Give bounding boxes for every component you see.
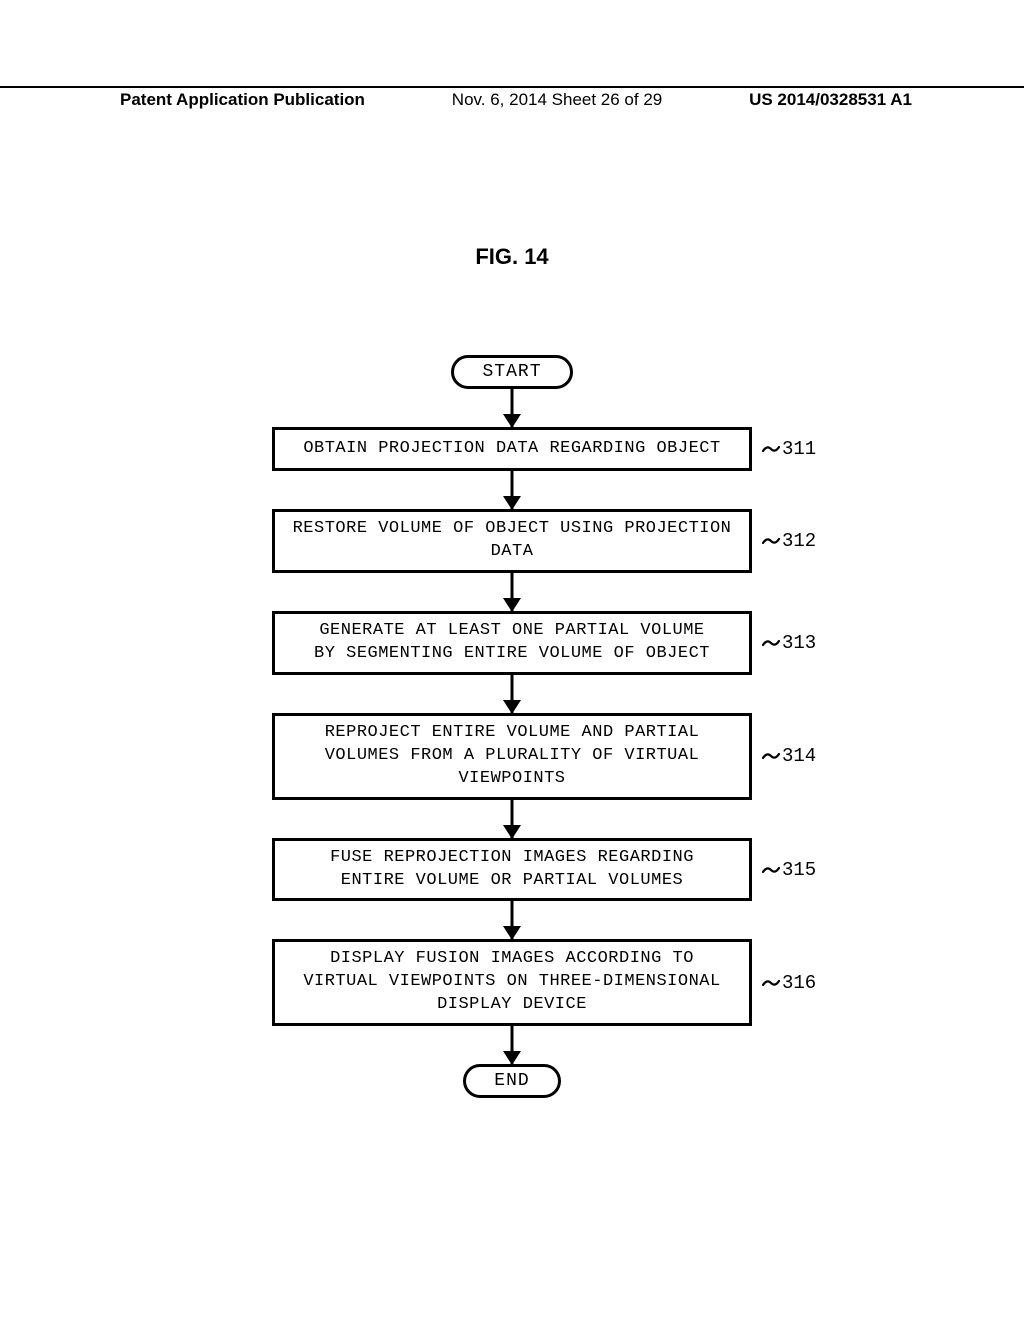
flow-arrow <box>510 471 514 509</box>
tilde-icon <box>762 750 780 762</box>
step-ref-number: 316 <box>782 972 816 994</box>
flow-arrow <box>510 901 514 939</box>
start-terminal: START <box>451 355 572 389</box>
tilde-icon <box>762 977 780 989</box>
process-box: FUSE REPROJECTION IMAGES REGARDINGENTIRE… <box>272 838 752 902</box>
step-ref-number: 315 <box>782 859 816 881</box>
step-row: DISPLAY FUSION IMAGES ACCORDING TOVIRTUA… <box>272 939 752 1026</box>
flow-arrow <box>510 675 514 713</box>
process-box: GENERATE AT LEAST ONE PARTIAL VOLUMEBY S… <box>272 611 752 675</box>
tilde-icon <box>762 443 780 455</box>
step-ref-number: 314 <box>782 745 816 767</box>
flow-arrow <box>510 1026 514 1064</box>
step-ref: 311 <box>762 438 816 460</box>
step-ref: 316 <box>762 972 816 994</box>
step-row: RESTORE VOLUME OF OBJECT USING PROJECTIO… <box>272 509 752 573</box>
page: Patent Application Publication Nov. 6, 2… <box>0 0 1024 1320</box>
step-ref: 313 <box>762 632 816 654</box>
figure-label: FIG. 14 <box>0 244 1024 270</box>
step-ref-number: 313 <box>782 632 816 654</box>
tilde-icon <box>762 535 780 547</box>
process-box: OBTAIN PROJECTION DATA REGARDING OBJECT <box>272 427 752 471</box>
header-row: Patent Application Publication Nov. 6, 2… <box>0 88 1024 110</box>
flowchart: START OBTAIN PROJECTION DATA REGARDING OB… <box>0 355 1024 1098</box>
process-box: DISPLAY FUSION IMAGES ACCORDING TOVIRTUA… <box>272 939 752 1026</box>
step-row: OBTAIN PROJECTION DATA REGARDING OBJECT3… <box>272 427 752 471</box>
step-ref: 312 <box>762 530 816 552</box>
header-publication: Patent Application Publication <box>120 90 365 110</box>
tilde-icon <box>762 637 780 649</box>
step-row: FUSE REPROJECTION IMAGES REGARDINGENTIRE… <box>272 838 752 902</box>
tilde-icon <box>762 864 780 876</box>
header-sheet-info: Nov. 6, 2014 Sheet 26 of 29 <box>452 90 662 110</box>
flow-arrow <box>510 573 514 611</box>
step-ref-number: 312 <box>782 530 816 552</box>
step-ref: 314 <box>762 745 816 767</box>
step-row: GENERATE AT LEAST ONE PARTIAL VOLUMEBY S… <box>272 611 752 675</box>
process-box: RESTORE VOLUME OF OBJECT USING PROJECTIO… <box>272 509 752 573</box>
header-pub-number: US 2014/0328531 A1 <box>749 90 912 110</box>
process-box: REPROJECT ENTIRE VOLUME AND PARTIALVOLUM… <box>272 713 752 800</box>
step-ref: 315 <box>762 859 816 881</box>
step-row: REPROJECT ENTIRE VOLUME AND PARTIALVOLUM… <box>272 713 752 800</box>
flow-arrow <box>510 389 514 427</box>
page-header: Patent Application Publication Nov. 6, 2… <box>0 86 1024 110</box>
step-ref-number: 311 <box>782 438 816 460</box>
end-terminal: END <box>463 1064 560 1098</box>
flow-arrow <box>510 800 514 838</box>
